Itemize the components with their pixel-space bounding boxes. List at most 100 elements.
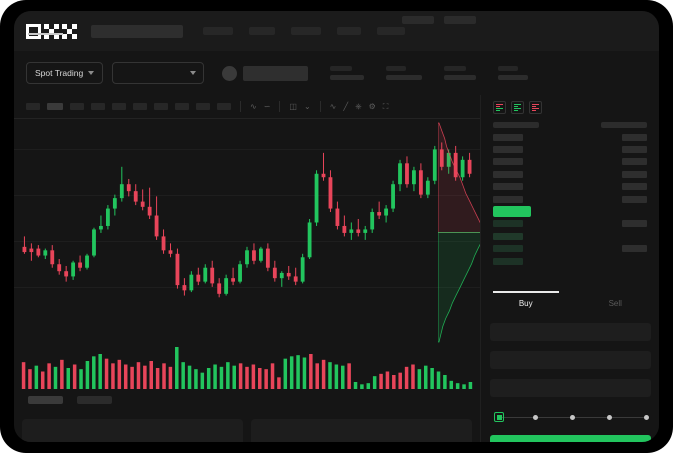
indicator-icon[interactable]: ∿: [250, 101, 257, 111]
both-icon[interactable]: [493, 101, 506, 114]
chevron-down-icon: [190, 71, 197, 75]
bottom-cards: [14, 419, 480, 442]
order-book-price: [493, 146, 523, 154]
drawing-tool-icon[interactable]: ╱: [343, 101, 349, 111]
order-book-row-ask[interactable]: [481, 168, 659, 180]
bottom-card[interactable]: [251, 419, 472, 442]
orders-tab-0[interactable]: [28, 396, 63, 404]
order-book-amount: [622, 146, 647, 154]
spot-trading-dropdown[interactable]: Spot Trading: [26, 62, 104, 84]
timeframe-button-0[interactable]: [26, 103, 40, 110]
logo-k-icon: [44, 23, 59, 39]
stat-value: [444, 75, 477, 80]
line-chart-icon[interactable]: ∿: [329, 101, 337, 111]
order-book-amount: [622, 170, 647, 178]
active-tab-underline: [28, 33, 63, 35]
order-book-amount: [622, 245, 647, 253]
order-total-field[interactable]: [490, 379, 651, 397]
order-book-price: [493, 195, 523, 203]
nav-link-4[interactable]: [377, 27, 405, 35]
nav-link-2[interactable]: [291, 27, 321, 35]
market-ticker-bar: Spot Trading: [14, 51, 659, 95]
order-book-price: [493, 170, 523, 178]
camera-icon[interactable]: ⎈: [355, 101, 362, 111]
trading-pair-select[interactable]: [112, 62, 205, 84]
gridline: [14, 287, 480, 288]
order-book-row-bid[interactable]: [481, 218, 659, 230]
timeframe-button-7[interactable]: [175, 103, 189, 110]
fullscreen-icon[interactable]: ⛶: [382, 101, 389, 111]
orders-action-button-2[interactable]: [444, 16, 476, 24]
bottom-card[interactable]: [22, 419, 243, 442]
template-icon[interactable]: ◫: [289, 101, 297, 111]
trade-tab-sell[interactable]: Sell: [608, 298, 622, 308]
order-amount-field[interactable]: [490, 351, 651, 369]
nav-link-3[interactable]: [337, 27, 361, 35]
logo-o-icon: [26, 23, 41, 39]
order-book-row-bid[interactable]: [481, 243, 659, 255]
order-book-amount: [622, 133, 647, 141]
stat-label: [498, 66, 519, 71]
order-book-row-ask[interactable]: [481, 193, 659, 205]
slider-stop-50[interactable]: [569, 414, 575, 420]
order-book-price: [493, 245, 523, 253]
toolbar-divider: [279, 101, 281, 112]
order-book-row-ask[interactable]: [481, 131, 659, 143]
timeframe-button-2[interactable]: [70, 103, 84, 110]
okx-logo[interactable]: [26, 23, 77, 39]
asks-only-icon[interactable]: [529, 101, 542, 114]
order-book-header: [481, 120, 659, 131]
gridline: [14, 195, 480, 196]
chevron-down-icon[interactable]: ⌄: [303, 101, 311, 111]
compare-icon[interactable]: ∽: [263, 101, 271, 111]
orders-action-button-1[interactable]: [402, 16, 434, 24]
timeframe-button-3[interactable]: [91, 103, 105, 110]
order-book-row-bid2[interactable]: [481, 230, 659, 242]
slider-stop-25[interactable]: [532, 414, 538, 420]
settings-gear-icon[interactable]: ⚙: [368, 101, 376, 111]
amount-percent-slider[interactable]: [494, 411, 649, 423]
timeframe-button-5[interactable]: [133, 103, 147, 110]
timeframe-button-8[interactable]: [196, 103, 210, 110]
order-book-amount: [622, 158, 647, 166]
orders-tab-bar: [14, 391, 480, 419]
search-input[interactable]: [91, 24, 183, 38]
order-book-price: [493, 220, 523, 228]
order-book-row-ask[interactable]: [481, 181, 659, 193]
order-book-row-ask[interactable]: [481, 143, 659, 155]
price-chart[interactable]: [14, 119, 480, 389]
toolbar-divider: [319, 101, 321, 112]
chevron-down-icon: [88, 71, 95, 75]
timeframe-button-9[interactable]: [217, 103, 231, 110]
order-book-price: [493, 133, 523, 141]
slider-stop-75[interactable]: [606, 414, 612, 420]
stat-value: [386, 75, 423, 80]
logo-x-icon: [62, 23, 77, 39]
order-book-row-ask[interactable]: [481, 156, 659, 168]
spot-trading-label: Spot Trading: [35, 68, 84, 78]
nav-link-1[interactable]: [249, 27, 275, 35]
timeframe-button-1[interactable]: [47, 103, 63, 110]
order-book-row-bid[interactable]: [481, 255, 659, 267]
order-book-row-spread[interactable]: [481, 205, 659, 218]
order-book-price: [493, 206, 531, 218]
order-book-amount: [622, 195, 647, 203]
ticker-stat-0: [330, 66, 365, 80]
submit-order-button[interactable]: [490, 435, 651, 442]
timeframe-button-6[interactable]: [154, 103, 168, 110]
trade-tab-buy[interactable]: Buy: [481, 291, 571, 315]
slider-stop-100[interactable]: [643, 414, 649, 420]
order-book-rows: [481, 131, 659, 267]
ticker-stat-3: [498, 66, 529, 80]
timeframe-button-4[interactable]: [112, 103, 126, 110]
nav-link-0[interactable]: [203, 27, 233, 35]
stat-label: [386, 66, 407, 71]
order-price-field[interactable]: [490, 323, 651, 341]
order-book-price: [493, 158, 523, 166]
orders-tab-1[interactable]: [77, 396, 112, 404]
gridline: [14, 241, 480, 242]
slider-handle[interactable]: [494, 412, 504, 422]
bids-only-icon[interactable]: [511, 101, 524, 114]
order-book-view-modes: [481, 95, 659, 120]
